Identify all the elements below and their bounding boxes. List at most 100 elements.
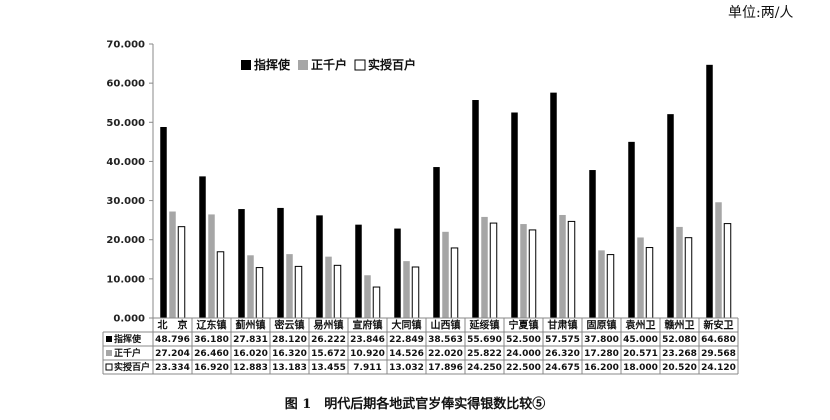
bar-commander	[433, 167, 440, 318]
data-label: 13.032	[389, 363, 424, 373]
data-label: 22.849	[389, 335, 424, 345]
data-label: 52.500	[506, 335, 541, 345]
data-label: 27.204	[155, 349, 190, 359]
data-label: 12.883	[233, 363, 268, 373]
y-tick-label: 60.000	[106, 79, 145, 90]
bar-chiliarch	[715, 202, 722, 318]
bar-commander	[355, 224, 362, 318]
bar-chiliarch	[559, 214, 566, 318]
data-label: 20.520	[662, 363, 697, 373]
legend: 指挥使 正千户 实授百户	[241, 57, 416, 72]
category-label: 大同镇	[392, 319, 422, 332]
bar-commander	[394, 228, 401, 318]
bar-commander	[706, 64, 713, 318]
category-label: 宁夏镇	[509, 319, 539, 332]
category-label: 赣州卫	[665, 319, 695, 332]
data-label: 45.000	[623, 335, 658, 345]
data-label: 16.020	[233, 349, 268, 359]
bar-chart: 0.000 10.000 20.000 30.000 40.000 50.000 60.00…	[102, 40, 739, 375]
data-label: 52.080	[662, 335, 697, 345]
data-label: 37.800	[584, 335, 619, 345]
table-series-label: 实授百户	[114, 361, 150, 373]
bar-chiliarch	[520, 224, 527, 318]
y-tick-label: 50.000	[106, 118, 145, 129]
data-label: 16.920	[194, 363, 229, 373]
y-tick-label: 30.000	[106, 196, 145, 207]
data-label: 22.500	[506, 363, 541, 373]
data-label: 24.120	[701, 363, 736, 373]
data-label: 55.690	[467, 335, 502, 345]
legend-swatch	[354, 59, 366, 71]
bar-commander	[472, 100, 479, 318]
data-label: 16.320	[272, 349, 307, 359]
bar-chiliarch	[325, 256, 332, 318]
bar-centurion	[372, 286, 381, 319]
data-label: 10.920	[350, 349, 385, 359]
bar-centurion	[255, 267, 264, 319]
data-label: 18.000	[623, 363, 658, 373]
table-legend-key	[105, 363, 113, 371]
data-label: 26.320	[545, 349, 580, 359]
data-label: 25.822	[467, 349, 502, 359]
unit-label: 单位:两/人	[728, 5, 794, 21]
axes: 0.000 10.000 20.000 30.000 40.000 50.000 60.00…	[106, 40, 154, 325]
bar-chiliarch	[442, 231, 449, 318]
data-label: 23.268	[662, 349, 697, 359]
data-label: 23.846	[350, 335, 385, 345]
bar-centurion	[489, 222, 498, 319]
data-label: 48.796	[155, 335, 190, 345]
data-label: 27.831	[233, 335, 268, 345]
bar-chiliarch	[598, 250, 605, 318]
bar-chiliarch	[637, 237, 644, 318]
bar-commander	[511, 112, 518, 318]
bar-chiliarch	[169, 211, 176, 318]
bar-commander	[199, 176, 206, 318]
bar-chiliarch	[364, 275, 371, 318]
bar-commander	[160, 126, 167, 319]
data-label: 28.120	[272, 335, 307, 345]
bar-centurion	[294, 265, 303, 319]
bar-commander	[589, 170, 596, 318]
data-label: 57.575	[545, 335, 580, 345]
data-label: 14.526	[389, 349, 424, 359]
legend-swatch	[298, 60, 308, 70]
legend-entry: 正千户	[311, 57, 347, 72]
data-label: 26.222	[311, 335, 346, 345]
data-label: 17.896	[428, 363, 463, 373]
bar-centurion	[450, 247, 459, 319]
data-label: 13.455	[311, 363, 346, 373]
data-label: 38.563	[428, 335, 463, 345]
data-label: 17.280	[584, 349, 619, 359]
bar-chiliarch	[403, 261, 410, 318]
bar-centurion	[567, 220, 576, 319]
data-label: 64.680	[701, 335, 736, 345]
data-label: 20.571	[623, 349, 658, 359]
legend-entry: 指挥使	[254, 57, 291, 72]
bar-centurion	[177, 226, 186, 319]
bar-centurion	[411, 266, 420, 319]
bar-commander	[667, 114, 674, 318]
bar-commander	[238, 209, 245, 318]
bar-centurion	[216, 251, 225, 319]
category-label: 山西镇	[431, 319, 461, 332]
category-label: 易州镇	[314, 319, 344, 332]
legend-swatch	[241, 60, 251, 70]
bar-chiliarch	[286, 254, 293, 318]
bar-chiliarch	[481, 216, 488, 318]
legend-entry: 实授百户	[368, 57, 416, 72]
table-series-label: 正千户	[114, 347, 141, 359]
bar-centurion	[606, 254, 615, 319]
bar-centurion	[645, 247, 654, 319]
category-label: 袁州卫	[625, 319, 656, 332]
bar-centurion	[333, 264, 342, 319]
category-label: 新安卫	[704, 319, 734, 332]
category-label: 宣府镇	[353, 319, 383, 332]
y-tick-label: 70.000	[106, 40, 145, 51]
category-label: 甘肃镇	[548, 319, 578, 332]
data-table: 北 京辽东镇 蓟州镇 密云镇 易州镇 宣府镇 大同镇 山西镇 延绥镇 宁夏镇 甘肃镇 固原镇 袁州卫赣…	[102, 317, 739, 375]
y-tick-label: 40.000	[106, 157, 145, 168]
category-label: 固原镇	[587, 319, 617, 332]
bar-commander	[628, 141, 635, 318]
data-label: 7.911	[353, 363, 381, 373]
y-tick-label: 0.000	[113, 314, 145, 325]
